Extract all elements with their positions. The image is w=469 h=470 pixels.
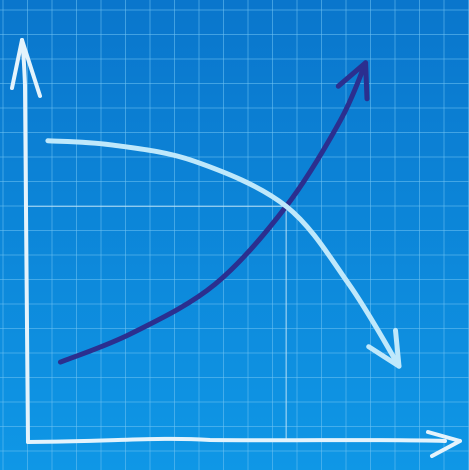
y-axis bbox=[20, 38, 30, 444]
falling-series-line bbox=[45, 138, 402, 369]
falling-series-arrowhead bbox=[366, 327, 402, 369]
series bbox=[45, 60, 402, 369]
axes bbox=[10, 38, 462, 458]
y-axis-arrowhead bbox=[10, 38, 42, 98]
rising-series-arrowhead bbox=[335, 60, 370, 102]
rising-series-line bbox=[57, 60, 369, 365]
crossing-guides bbox=[27, 205, 287, 440]
x-axis-arrowhead bbox=[426, 430, 462, 458]
x-axis bbox=[26, 436, 447, 444]
